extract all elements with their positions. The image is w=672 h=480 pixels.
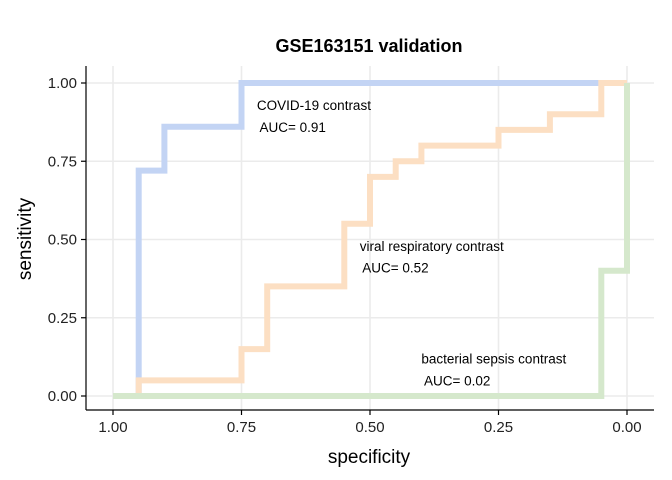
x-tick-label: 0.25 (484, 419, 513, 436)
roc-curves (113, 80, 630, 399)
annotation-label: viral respiratory contrast (360, 239, 504, 254)
annotation-label: AUC= 0.91 (259, 120, 325, 135)
y-tick-label: 0.75 (48, 153, 77, 170)
y-tick-label: 0.25 (48, 310, 77, 327)
x-axis-title: specificity (328, 447, 411, 468)
y-axis-title: sensitivity (15, 197, 36, 280)
annotation-label: COVID-19 contrast (257, 98, 371, 113)
x-tick-label: 0.50 (355, 419, 384, 436)
chart-title: GSE163151 validation (275, 36, 462, 56)
roc-curve-0 (113, 80, 627, 399)
x-tick-label: 1.00 (98, 419, 127, 436)
roc-curve-2 (113, 83, 630, 399)
y-tick-label: 0.50 (48, 232, 77, 249)
annotation-label: AUC= 0.02 (424, 373, 490, 388)
y-tick-label: 1.00 (48, 75, 77, 92)
roc-curve-1 (113, 80, 627, 399)
annotations: COVID-19 contrast AUC= 0.91 viral respirat… (257, 98, 567, 388)
x-tick-label: 0.75 (227, 419, 256, 436)
annotation-label: bacterial sepsis contrast (421, 351, 566, 366)
axes: 1.00 0.75 0.50 0.25 0.00 0.00 0.25 0.50 0.75 1.00 (48, 66, 654, 436)
annotation-label: AUC= 0.52 (362, 261, 428, 276)
x-tick-label: 0.00 (612, 419, 641, 436)
y-tick-label: 0.00 (48, 388, 77, 405)
